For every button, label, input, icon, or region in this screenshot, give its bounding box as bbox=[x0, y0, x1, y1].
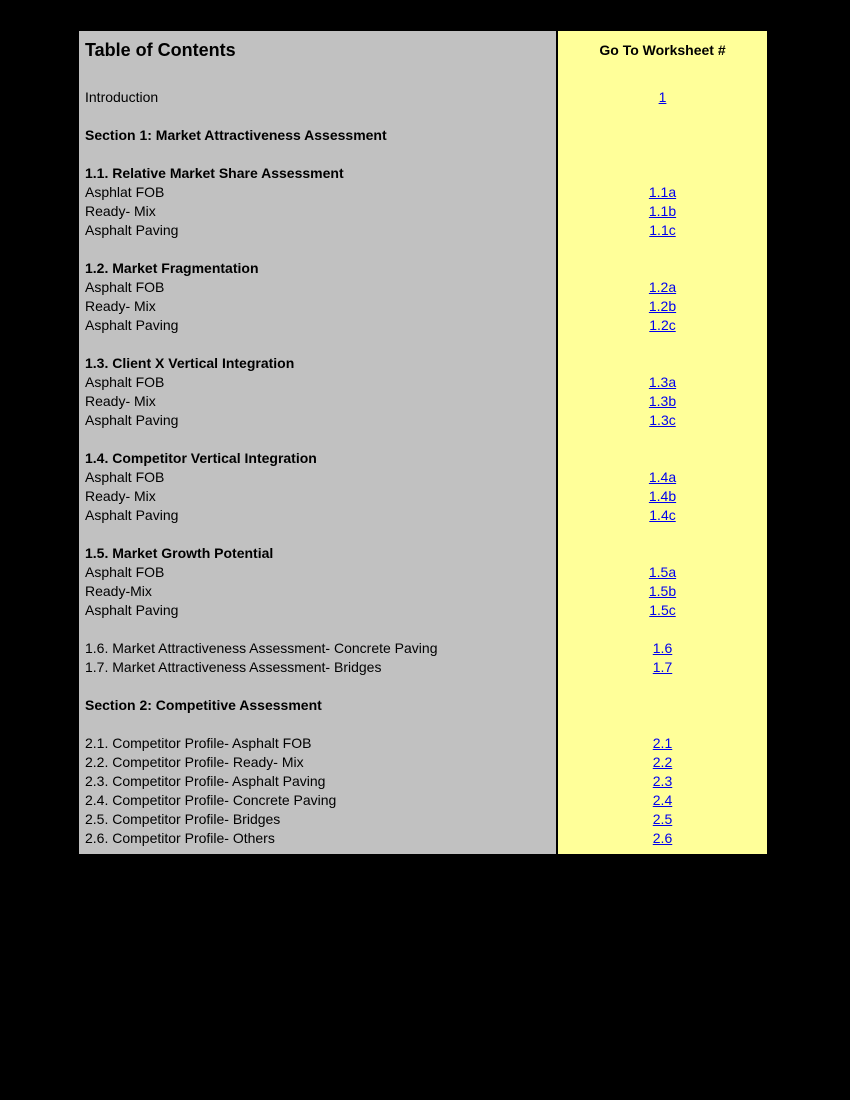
toc-entry: 2.2. Competitor Profile- Ready- Mix bbox=[85, 753, 304, 772]
toc-entry: Ready-Mix bbox=[85, 582, 152, 601]
toc-entry: Ready- Mix bbox=[85, 487, 156, 506]
toc-right-column: Go To Worksheet # 11.1a1.1b1.1c1.2a1.2b1… bbox=[558, 30, 768, 855]
toc-entry: 1.6. Market Attractiveness Assessment- C… bbox=[85, 639, 438, 658]
toc-section-heading: 1.1. Relative Market Share Assessment bbox=[85, 164, 344, 183]
worksheet-link[interactable]: 2.6 bbox=[562, 829, 763, 848]
worksheet-link[interactable]: 1.2b bbox=[562, 297, 763, 316]
toc-entry: Ready- Mix bbox=[85, 297, 156, 316]
worksheet-link[interactable]: 1.3c bbox=[562, 411, 763, 430]
toc-entry: Asphalt FOB bbox=[85, 468, 164, 487]
toc-section-heading: 1.3. Client X Vertical Integration bbox=[85, 354, 294, 373]
toc-entry: Ready- Mix bbox=[85, 392, 156, 411]
toc-entry: Asphalt FOB bbox=[85, 278, 164, 297]
toc-section-heading: Section 1: Market Attractiveness Assessm… bbox=[85, 126, 387, 145]
worksheet-link[interactable]: 1.7 bbox=[562, 658, 763, 677]
worksheet-link[interactable]: 1.5b bbox=[562, 582, 763, 601]
worksheet-link[interactable]: 1.4b bbox=[562, 487, 763, 506]
toc-entry: 1.7. Market Attractiveness Assessment- B… bbox=[85, 658, 381, 677]
toc-entry: 2.6. Competitor Profile- Others bbox=[85, 829, 275, 848]
worksheet-link[interactable]: 2.3 bbox=[562, 772, 763, 791]
toc-entry: Asphalt FOB bbox=[85, 563, 164, 582]
toc-entry: 2.1. Competitor Profile- Asphalt FOB bbox=[85, 734, 311, 753]
worksheet-link[interactable]: 1.1c bbox=[562, 221, 763, 240]
toc-entry: 2.5. Competitor Profile- Bridges bbox=[85, 810, 280, 829]
toc-entry: Asphalt Paving bbox=[85, 601, 178, 620]
toc-section-heading: Section 2: Competitive Assessment bbox=[85, 696, 322, 715]
toc-entry: Asphlat FOB bbox=[85, 183, 164, 202]
toc-entry: Asphalt Paving bbox=[85, 221, 178, 240]
worksheet-link[interactable]: 1.2a bbox=[562, 278, 763, 297]
toc-right-header: Go To Worksheet # bbox=[562, 39, 763, 61]
worksheet-link[interactable]: 1.5a bbox=[562, 563, 763, 582]
toc-entry: Asphalt Paving bbox=[85, 411, 178, 430]
worksheet-link[interactable]: 2.4 bbox=[562, 791, 763, 810]
toc-entry: 2.3. Competitor Profile- Asphalt Paving bbox=[85, 772, 325, 791]
worksheet-link[interactable]: 1.1b bbox=[562, 202, 763, 221]
toc-entry: Ready- Mix bbox=[85, 202, 156, 221]
toc-entry: 2.4. Competitor Profile- Concrete Paving bbox=[85, 791, 336, 810]
toc-table: Table of Contents Introduction Section 1:… bbox=[78, 30, 768, 855]
toc-entry: Asphalt FOB bbox=[85, 373, 164, 392]
worksheet-link[interactable]: 1.5c bbox=[562, 601, 763, 620]
toc-section-heading: 1.4. Competitor Vertical Integration bbox=[85, 449, 317, 468]
worksheet-link[interactable]: 1.6 bbox=[562, 639, 763, 658]
worksheet-link[interactable]: 1.3a bbox=[562, 373, 763, 392]
toc-section-heading: 1.5. Market Growth Potential bbox=[85, 544, 273, 563]
worksheet-link[interactable]: 2.1 bbox=[562, 734, 763, 753]
toc-entry: Introduction bbox=[85, 88, 158, 107]
worksheet-link[interactable]: 1.2c bbox=[562, 316, 763, 335]
toc-entry: Asphalt Paving bbox=[85, 316, 178, 335]
worksheet-link[interactable]: 1 bbox=[562, 88, 763, 107]
toc-title: Table of Contents bbox=[85, 39, 550, 61]
toc-left-column: Table of Contents Introduction Section 1:… bbox=[78, 30, 558, 855]
toc-section-heading: 1.2. Market Fragmentation bbox=[85, 259, 259, 278]
worksheet-link[interactable]: 2.5 bbox=[562, 810, 763, 829]
worksheet-link[interactable]: 1.4a bbox=[562, 468, 763, 487]
worksheet-link[interactable]: 1.3b bbox=[562, 392, 763, 411]
worksheet-link[interactable]: 2.2 bbox=[562, 753, 763, 772]
toc-entry: Asphalt Paving bbox=[85, 506, 178, 525]
worksheet-link[interactable]: 1.1a bbox=[562, 183, 763, 202]
worksheet-link[interactable]: 1.4c bbox=[562, 506, 763, 525]
